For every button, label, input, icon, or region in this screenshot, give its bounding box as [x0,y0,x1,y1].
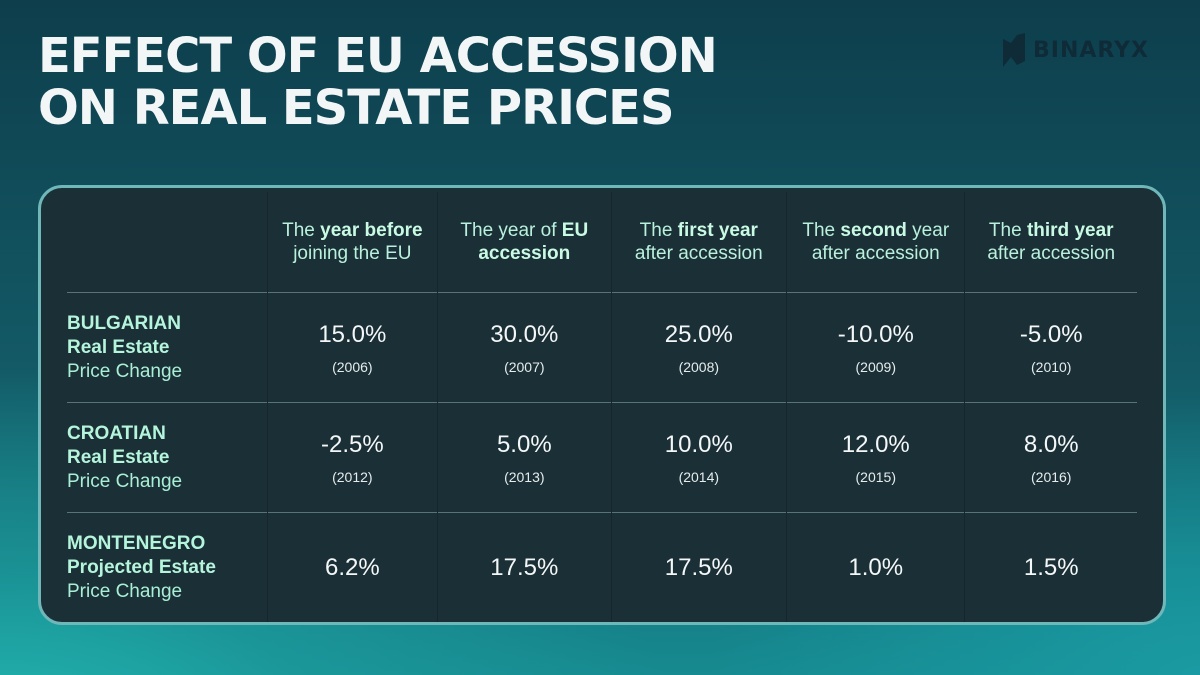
cell-value: 17.5% [490,553,559,581]
table-cell: 15.0% (2006) [266,292,438,403]
cell-value: 8.0% [1023,430,1079,458]
column-header-text: The year of EU accession [449,219,599,265]
table-cell: 6.2% [266,512,438,622]
cell-year: (2014) [678,468,720,485]
table-row: CROATIAN Real Estate Price Change -2.5% (201… [67,402,1137,513]
cell-year: (2006) [332,358,373,375]
header-text: joining the EU [293,243,412,264]
table-cell: 8.0% (2016) [964,402,1137,513]
header-text: The [639,220,678,241]
row-label-subject: Real Estate [67,446,170,468]
cell-value: 1.0% [848,553,904,581]
column-header-text: The third year after accession [976,219,1126,265]
cell-value: 30.0% [490,320,559,348]
header-text: The [282,220,321,241]
empty-corner [67,192,267,293]
cell-value: 10.0% [664,430,733,458]
row-label-metric: Price Change [67,580,183,602]
cell-value: 12.0% [841,430,910,458]
cell-value: 17.5% [664,553,733,581]
table-cell: 1.5% [964,512,1137,622]
table-cell: 1.0% [786,512,965,622]
header-emphasis: before [364,220,423,241]
cell-value: 5.0% [496,430,552,458]
row-label-metric: Price Change [67,360,183,382]
column-header-text: The first year after accession [624,219,774,265]
table-row: MONTENEGRO Projected Estate Price Change 6.… [67,512,1137,622]
header-text: year after accession [811,220,950,264]
table-row: BULGARIAN Real Estate Price Change 15.0% (20… [67,292,1137,403]
table-cell: -2.5% (2012) [266,402,438,513]
cell-year: (2008) [678,358,720,375]
table-cell: -10.0% (2009) [786,292,965,403]
cell-year: (2012) [332,468,373,485]
header-emphasis: second [840,220,907,241]
page-title: EFFECT OF EU ACCESSION ON REAL ESTATE PR… [38,28,718,136]
row-label-metric: Price Change [67,470,183,492]
cell-year: (2007) [504,358,545,375]
cell-year: (2015) [855,468,896,485]
header-emphasis: third year [1026,220,1114,241]
cell-year: (2010) [1031,358,1072,375]
column-header: The year of EU accession [437,192,612,293]
table-cell: 12.0% (2015) [786,402,965,513]
header-emphasis: first year [677,220,758,241]
title-line-2: ON REAL ESTATE PRICES [38,80,675,136]
title-line-1: EFFECT OF EU ACCESSION [38,28,718,84]
header-text: The year of [460,220,562,241]
header-row: The year before joining the EU The year o… [67,192,1137,293]
row-label: MONTENEGRO Projected Estate Price Change [67,512,268,622]
header-text: The [988,220,1027,241]
row-label-subject: Projected Estate [67,556,216,578]
column-header: The year before joining the EU [266,192,438,293]
row-label-subject: Real Estate [67,336,170,358]
cell-year: (2009) [855,358,896,375]
table-cell: 17.5% [610,512,787,622]
header-emphasis: year [320,220,360,241]
header-text: The [802,220,841,241]
logo-text: BINARYX [1033,37,1150,63]
data-table: The year before joining the EU The year o… [67,192,1137,622]
row-label-country: CROATIAN [67,422,166,444]
table-cell: 17.5% [437,512,612,622]
row-label: CROATIAN Real Estate Price Change [67,402,268,513]
row-label-country: BULGARIAN [67,312,181,334]
column-header: The first year after accession [610,192,787,293]
row-label: BULGARIAN Real Estate Price Change [67,292,268,403]
cell-value: 1.5% [1023,553,1079,581]
table-cell: -5.0% (2010) [964,292,1137,403]
cell-value: -2.5% [320,430,384,458]
header-emphasis: EU accession [478,220,589,264]
row-label-country: MONTENEGRO [67,532,206,554]
data-table-panel: The year before joining the EU The year o… [38,185,1166,625]
header-text: after accession [634,243,763,264]
column-header: The second year after accession [786,192,965,293]
cell-value: 6.2% [324,553,380,581]
cell-year: (2013) [504,468,545,485]
column-header-text: The year before joining the EU [277,219,427,265]
cell-year: (2016) [1031,468,1072,485]
binaryx-logo-icon [1003,33,1025,67]
table-cell: 5.0% (2013) [437,402,612,513]
cell-value: 25.0% [664,320,733,348]
binaryx-logo: BINARYX [1003,33,1149,67]
column-header: The third year after accession [964,192,1137,293]
table-cell: 10.0% (2014) [610,402,787,513]
cell-value: 15.0% [318,320,387,348]
cell-value: -5.0% [1019,320,1083,348]
table-cell: 30.0% (2007) [437,292,612,403]
header-text: after accession [987,243,1116,264]
cell-value: -10.0% [837,320,914,348]
column-header-text: The second year after accession [801,219,951,265]
table-cell: 25.0% (2008) [610,292,787,403]
